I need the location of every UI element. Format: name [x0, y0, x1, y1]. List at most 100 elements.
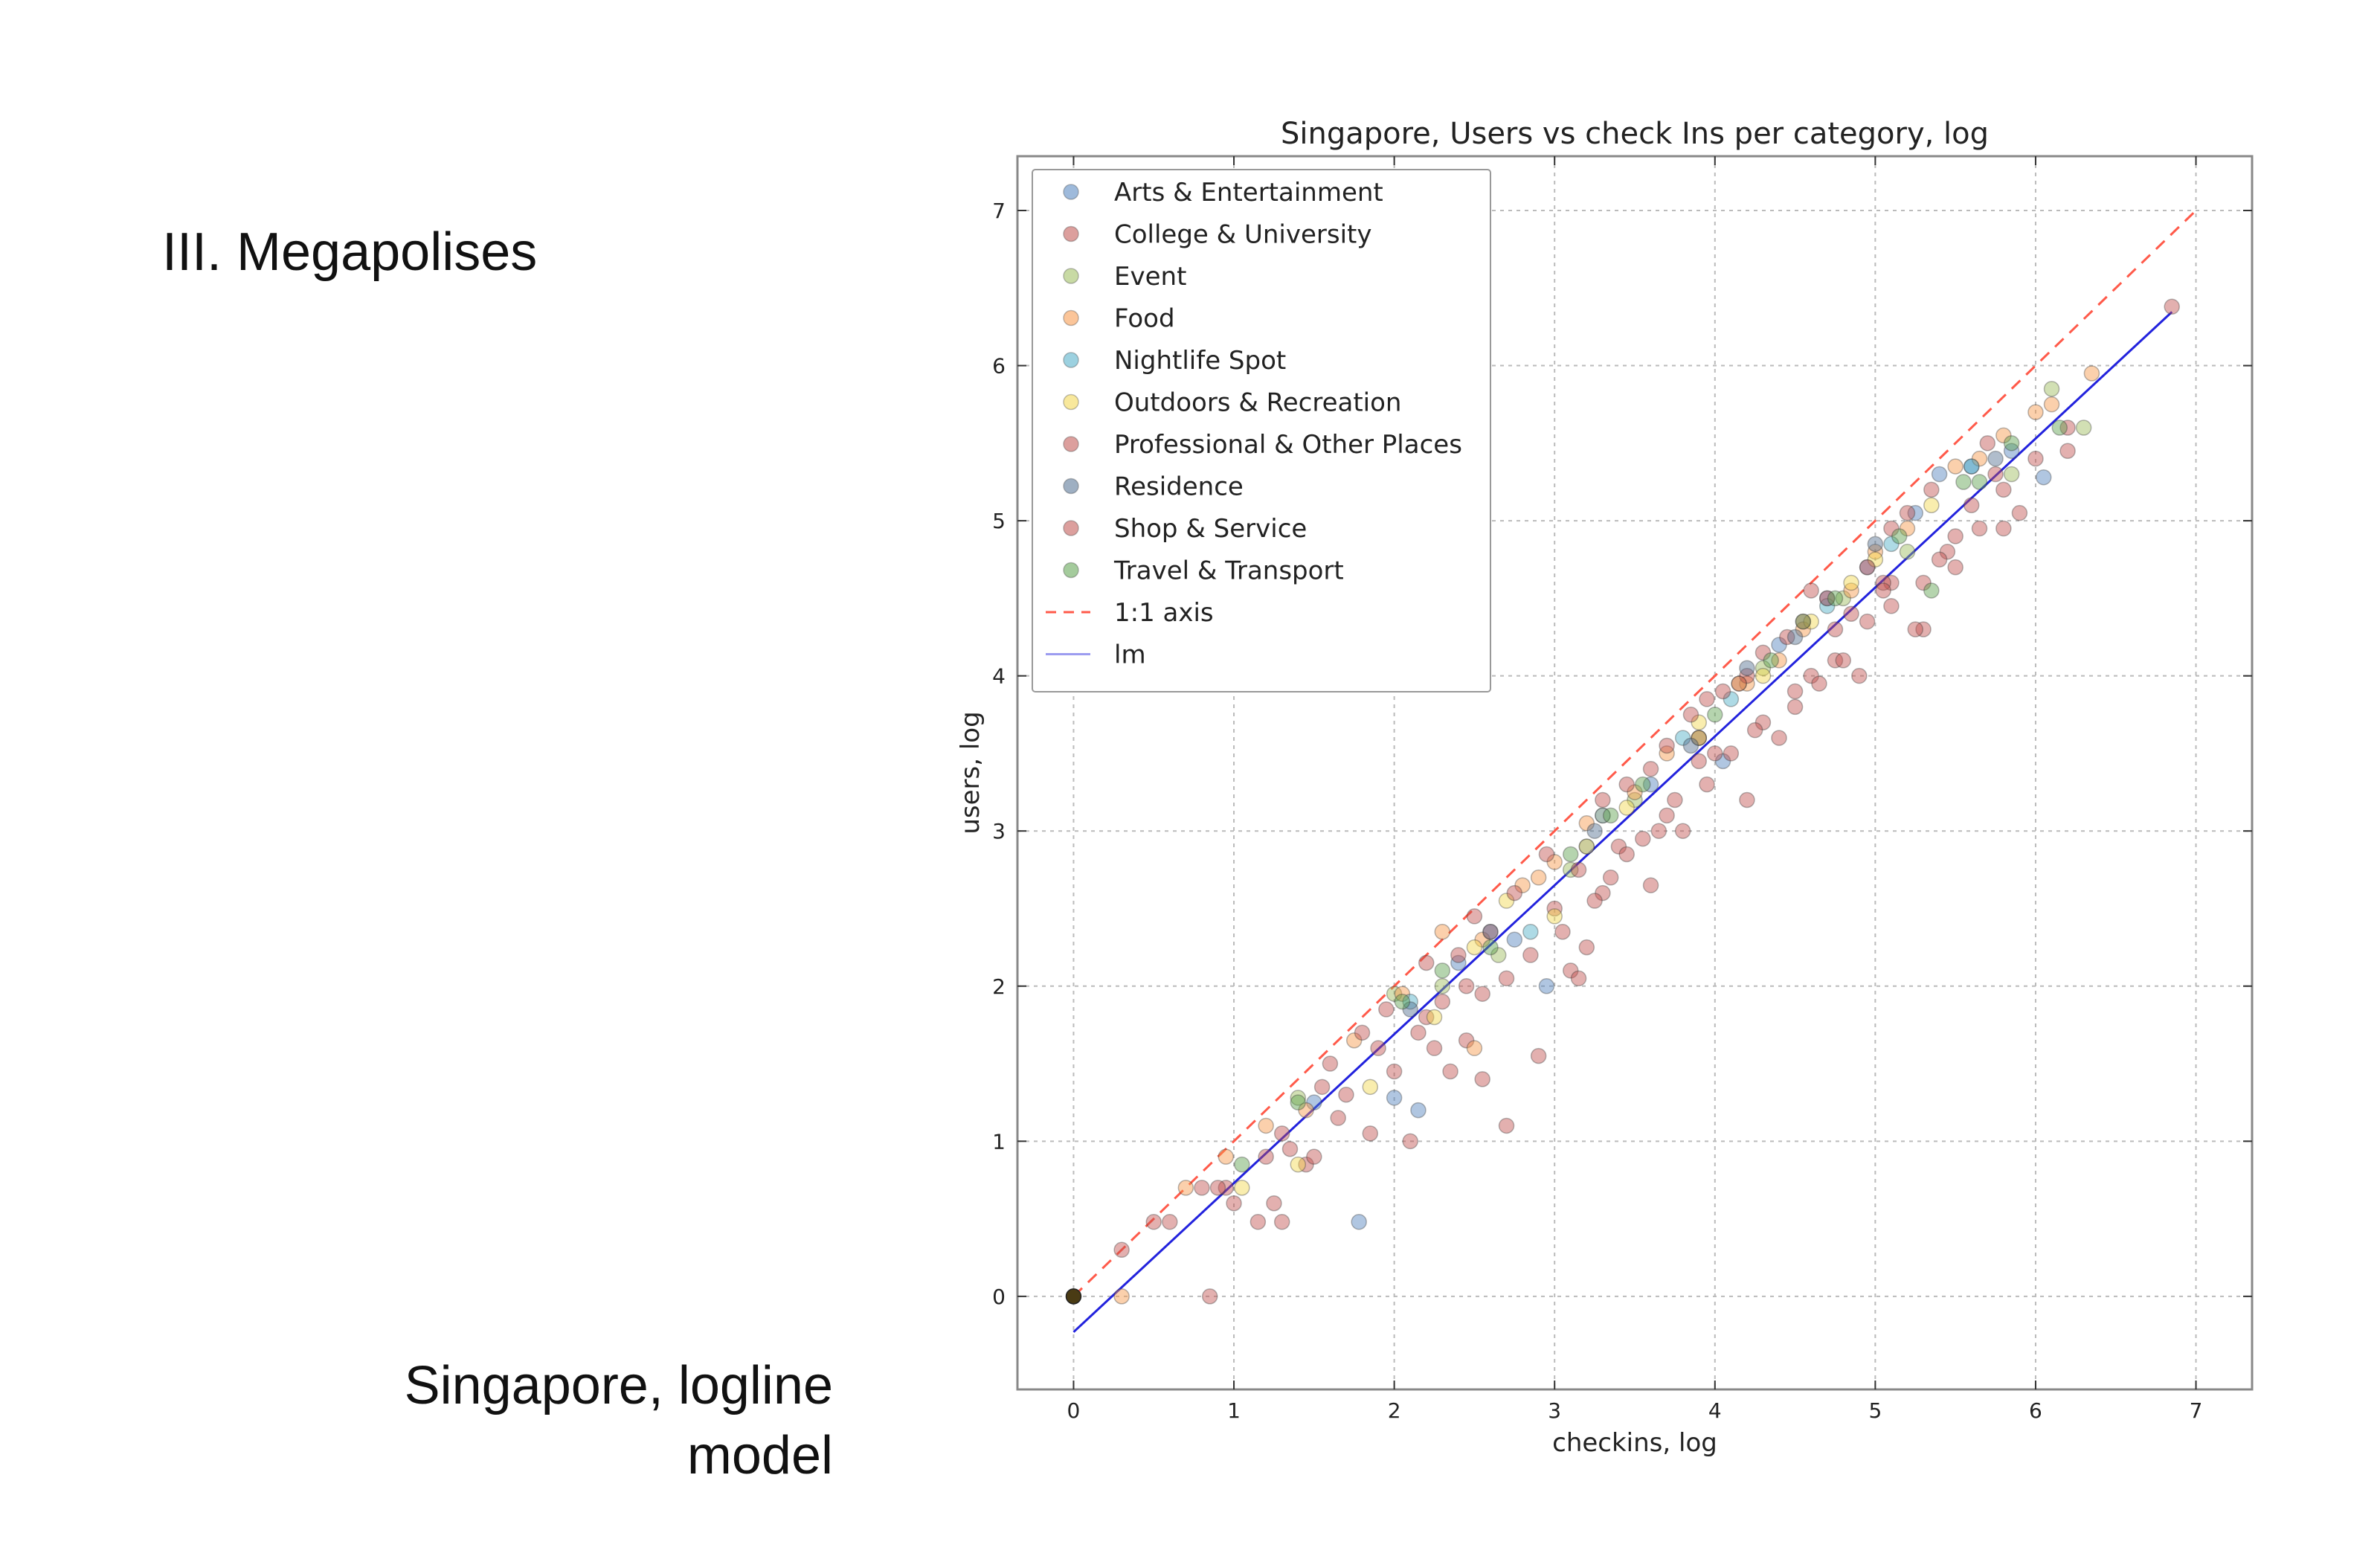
point-nightlife-spot — [1883, 536, 1900, 553]
point-travel-transport — [1482, 939, 1499, 956]
point-shop-service — [1786, 683, 1804, 700]
point-event — [1755, 660, 1772, 676]
point-shop-service — [1947, 559, 1964, 576]
point-shop-service — [1410, 1024, 1427, 1041]
point-arts-entertainment — [1306, 1094, 1322, 1111]
x-tick-label: 4 — [1708, 1398, 1722, 1423]
point-shop-service — [1266, 1195, 1282, 1212]
point-food — [1113, 1288, 1130, 1305]
point-outdoors-recreation — [1234, 1180, 1250, 1196]
point-travel-transport — [1763, 652, 1779, 669]
point-professional-other-places — [1682, 707, 1699, 723]
point-professional-other-places — [1482, 924, 1499, 940]
point-college-university — [1786, 698, 1804, 716]
point-shop-service — [1746, 721, 1763, 739]
point-college-university — [1674, 823, 1691, 839]
point-event — [2003, 466, 2020, 483]
point-shop-service — [1859, 613, 1876, 630]
legend: Arts & Entertainment College & University… — [1032, 169, 1491, 692]
y-axis-label: users, log — [956, 711, 985, 834]
point-shop-service — [2011, 504, 2028, 521]
point-travel-transport — [1434, 962, 1451, 979]
point-travel-transport — [1290, 1094, 1307, 1111]
legend-label: College & University — [1114, 220, 1372, 250]
legend-marker — [1063, 184, 1079, 200]
y-tick-label: 5 — [992, 509, 1006, 533]
x-tick-label: 5 — [1868, 1398, 1882, 1423]
point-professional-other-places — [1947, 528, 1964, 544]
point-food — [1530, 870, 1547, 886]
point-shop-service — [1209, 1180, 1226, 1196]
point-arts-entertainment — [1410, 1102, 1427, 1119]
point-college-university — [1578, 939, 1595, 956]
lm-regression-line — [1072, 311, 2173, 1333]
point-shop-service — [1426, 1040, 1443, 1056]
axes-layer: 0 1 2 3 4 5 6 7 0 1 2 3 4 5 6 7 — [992, 156, 2252, 1423]
point-professional-other-places — [1506, 884, 1523, 901]
point-event — [1434, 978, 1451, 994]
point-shop-service — [1522, 947, 1539, 963]
point-college-university — [1418, 1009, 1435, 1026]
point-professional-other-places — [1570, 861, 1587, 878]
legend-label: Food — [1114, 304, 1175, 334]
point-food — [1691, 730, 1707, 746]
point-professional-other-places — [1755, 644, 1772, 661]
point-professional-other-places — [2059, 420, 2076, 436]
point-professional-other-places — [1313, 1079, 1331, 1096]
point-professional-other-places — [1899, 504, 1916, 521]
point-shop-service — [1971, 520, 1988, 537]
point-arts-entertainment — [1963, 458, 1980, 475]
y-tick-label: 4 — [992, 664, 1006, 689]
point-food — [1795, 621, 1812, 637]
point-college-university — [1226, 1195, 1242, 1212]
point-college-university — [1659, 807, 1675, 824]
point-event — [1290, 1090, 1307, 1106]
point-college-university — [1338, 1086, 1354, 1103]
point-arts-entertainment — [1351, 1214, 1367, 1230]
point-college-university — [1322, 1055, 1339, 1072]
y-tick-label: 6 — [992, 354, 1006, 379]
point-shop-service — [1306, 1148, 1322, 1165]
y-tick-label: 3 — [992, 819, 1006, 843]
point-college-university — [1218, 1180, 1235, 1196]
point-shop-service — [1835, 652, 1852, 669]
point-college-university — [1739, 791, 1755, 809]
point-outdoors-recreation — [1731, 675, 1747, 692]
point-shop-service — [1915, 574, 1932, 591]
point-professional-other-places — [1194, 1180, 1210, 1196]
slide-heading: III. Megapolises — [162, 222, 538, 282]
point-shop-service — [1931, 551, 1948, 568]
legend-marker — [1063, 520, 1079, 536]
point-arts-entertainment — [1642, 776, 1659, 793]
point-arts-entertainment — [1907, 504, 1924, 521]
point-college-university — [1250, 1214, 1267, 1230]
point-college-university — [1474, 986, 1490, 1002]
point-food — [1218, 1148, 1235, 1165]
point-shop-service — [1691, 753, 1707, 770]
point-shop-service — [1458, 978, 1475, 994]
legend-label: Outdoors & Recreation — [1114, 388, 1401, 418]
legend-label: Residence — [1114, 472, 1244, 502]
point-residence — [1682, 737, 1699, 754]
point-event — [1563, 861, 1579, 878]
point-food — [1298, 1102, 1314, 1119]
legend-label: Shop & Service — [1114, 514, 1307, 544]
point-shop-service — [1883, 598, 1900, 614]
y-tick-label: 7 — [992, 199, 1006, 223]
point-college-university — [1851, 667, 1868, 684]
x-axis-label: checkins, log — [1552, 1428, 1717, 1458]
point-professional-other-places — [1418, 954, 1435, 971]
point-college-university — [1201, 1288, 1218, 1305]
point-residence — [1402, 1001, 1418, 1018]
point-professional-other-places — [1145, 1214, 1162, 1230]
point-food — [1514, 877, 1531, 893]
point-travel-transport — [1891, 528, 1908, 544]
point-college-university — [1298, 1156, 1314, 1173]
point-college-university — [1402, 1133, 1418, 1150]
point-college-university — [1827, 652, 1844, 669]
point-professional-other-places — [1883, 520, 1900, 537]
point-college-university — [1458, 1032, 1475, 1049]
point-outdoors-recreation — [1755, 667, 1772, 684]
point-shop-service — [1474, 1071, 1490, 1087]
